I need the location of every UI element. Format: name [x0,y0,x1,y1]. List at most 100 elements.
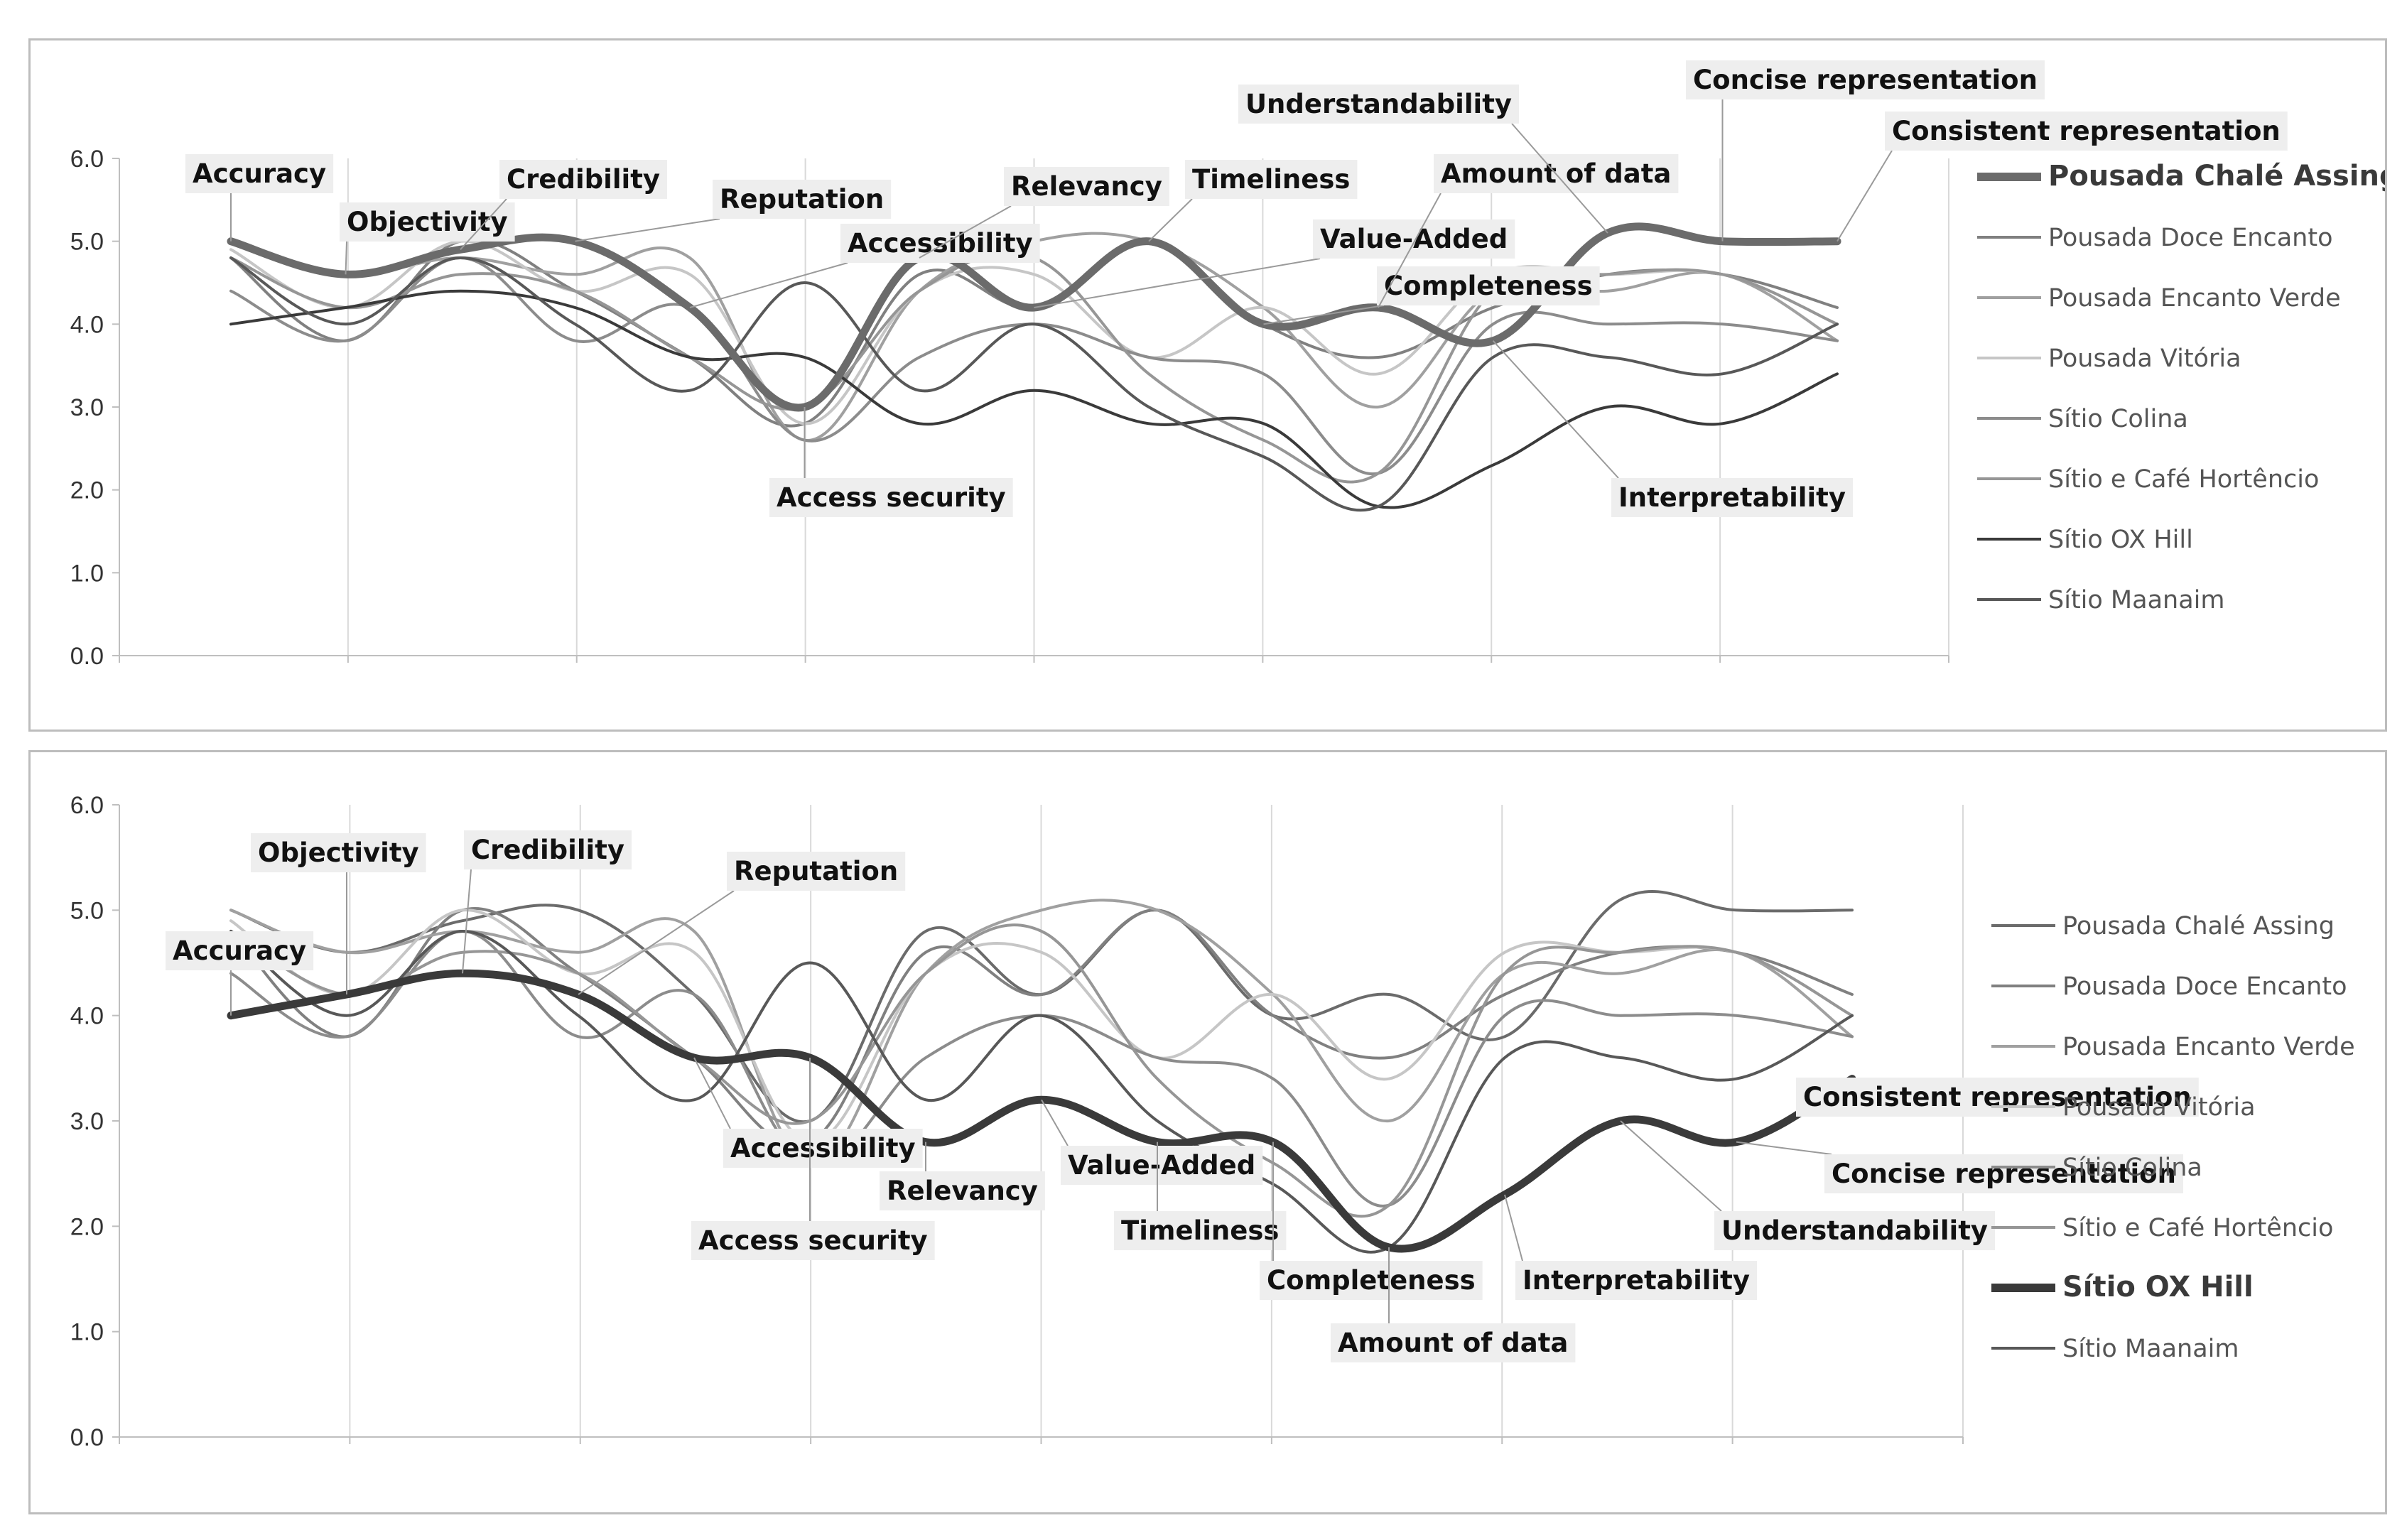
y-tick-label: 5.0 [70,897,104,924]
label-interpretability: Interpretability [1504,1194,1757,1300]
y-tick-label: 4.0 [70,311,104,338]
label-accessibility: Accessibility [689,224,1040,308]
category-label-text: Concise representation [1693,65,2038,95]
legend-item-pousada-encanto-verde: Pousada Encanto Verde [1977,284,2341,313]
legend-label: Pousada Doce Encanto [2048,224,2333,252]
label-leader-line [575,218,720,242]
legend-label: Sítio e Café Hortêncio [2048,465,2319,494]
label-credibility: Credibility [462,830,632,974]
category-label-text: Understandability [1245,89,1512,119]
series-line-sitio-maanaim [229,256,1839,512]
y-tick-label: 3.0 [70,1108,104,1135]
category-label-text: Value-Added [1068,1150,1255,1181]
series-line-sitio-ox-hill [227,969,1856,1253]
y-tick-label: 5.0 [70,229,104,256]
label-accessibility: Accessibility [693,1057,923,1168]
label-leader-line [1041,1099,1069,1146]
label-completeness: Completeness [1260,1142,1483,1300]
category-label-text: Consistent representation [1892,116,2281,146]
label-leader-line [689,262,848,308]
legend-label: Sítio Colina [2048,405,2188,433]
legend-item-pousada-vitoria: Pousada Vitória [1991,1093,2256,1122]
label-leader-line [460,198,507,251]
legend-item-sitio-colina: Sítio Colina [1991,1154,2202,1182]
label-consistent-representation: Consistent representation [1837,112,2288,242]
line-chart-top: 0.0 1.0 2.0 3.0 4.0 5.0 6.0 Accuracy Objectivity… [70,60,2385,670]
label-amount-of-data: Amount of data [1331,1247,1576,1362]
category-label-text: Relevancy [887,1176,1038,1206]
label-leader-line [1837,150,1893,242]
label-timeliness: Timeliness [1148,160,1358,242]
label-understandability: Understandability [1620,1120,1996,1250]
label-background [251,833,426,872]
legend-label: Pousada Chalé Assing [2062,912,2335,940]
legend-item-pousada-doce-encanto: Pousada Doce Encanto [1977,224,2333,252]
legend-item-sitio-maanaim: Sítio Maanaim [1977,586,2224,614]
series-line-pousada-doce-encanto [229,907,1854,1147]
label-leader-line [345,241,347,275]
label-leader-line [1263,305,1385,325]
category-label-text: Timeliness [1121,1215,1279,1246]
label-background [691,1221,935,1260]
series-line-sitio-maanaim [229,929,1854,1254]
label-timeliness: Timeliness [1114,1142,1287,1250]
series-lines [227,889,1856,1254]
category-label-text: Objectivity [258,837,419,868]
chart-panel-top: 0.0 1.0 2.0 3.0 4.0 5.0 6.0 Accuracy Objectivity… [28,38,2387,732]
label-accuracy: Accuracy [166,931,314,1016]
legend-label: Pousada Encanto Verde [2062,1033,2355,1061]
label-objectivity: Objectivity [251,833,426,994]
legend-label: Pousada Doce Encanto [2062,972,2347,1001]
y-tick-label: 2.0 [70,477,104,504]
y-tick-label: 1.0 [70,560,104,587]
category-label-text: Interpretability [1618,482,1846,513]
y-tick-label: 1.0 [70,1319,104,1346]
label-concise-representation: Concise representation [1736,1141,2183,1193]
legend-label: Sítio Maanaim [2048,586,2224,614]
label-leader-line [919,205,1012,259]
label-leader-line [462,869,472,974]
category-label-text: Understandability [1721,1215,1988,1246]
y-tick-label: 6.0 [70,146,104,173]
category-label-text: Credibility [507,164,660,195]
label-background [1238,85,1520,124]
label-value-added: Value-Added [1034,219,1515,308]
label-background [727,852,906,891]
label-background [499,160,668,199]
legend-label: Sítio OX Hill [2048,526,2193,554]
legend-label: Pousada Encanto Verde [2048,284,2341,313]
chart-panel-bottom: 0.0 1.0 2.0 3.0 4.0 5.0 6.0 Accuracy Objectivity… [28,750,2387,1514]
category-label-text: Accuracy [193,158,326,189]
legend-label: Pousada Vitória [2062,1093,2256,1122]
label-background [880,1171,1045,1210]
y-tick-label: 6.0 [70,792,104,819]
label-leader-line [1620,1120,1722,1212]
legend-label: Pousada Vitória [2048,345,2241,373]
category-label-text: Reputation [720,184,884,215]
label-background [769,478,1013,517]
label-background [1885,112,2288,151]
label-leader-line [578,890,735,995]
label-background [1714,1211,1996,1250]
label-leader-line [1034,258,1321,308]
legend-item-sitio-ox-hill: Sítio OX Hill [1977,526,2193,554]
label-background [840,224,1040,263]
label-understandability: Understandability [1238,85,1608,234]
category-label-text: Accessibility [848,228,1033,259]
category-label-text: Completeness [1384,271,1593,301]
label-background [1331,1323,1576,1362]
legend-item-sitio-colina: Sítio Colina [1977,405,2188,433]
category-labels: Accuracy Objectivity Credibility Reputation… [166,830,2199,1362]
legend-item-pousada-encanto-verde: Pousada Encanto Verde [1991,1033,2355,1061]
category-label-text: Credibility [471,835,624,865]
category-label-text: Relevancy [1011,171,1162,202]
label-background [1313,219,1515,259]
legend-item-pousada-doce-encanto: Pousada Doce Encanto [1991,972,2347,1001]
legend-label: Sítio e Café Hortêncio [2062,1214,2333,1242]
legend: Pousada Chalé Assing Pousada Doce Encanto… [1991,912,2355,1363]
label-leader-line [1504,1194,1523,1262]
category-label-text: Value-Added [1320,224,1508,254]
y-tick-label: 0.0 [70,643,104,670]
label-background [1824,1154,2183,1193]
y-tick-label: 3.0 [70,394,104,421]
